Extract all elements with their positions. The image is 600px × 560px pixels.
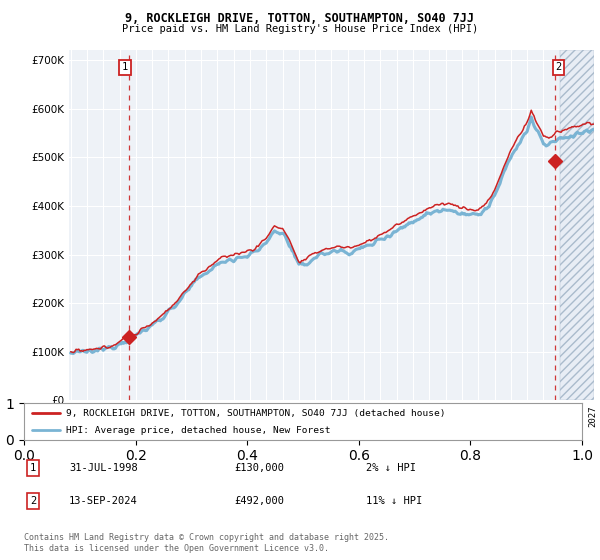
Text: £130,000: £130,000 [234,463,284,473]
Text: 2: 2 [30,496,36,506]
Text: 9, ROCKLEIGH DRIVE, TOTTON, SOUTHAMPTON, SO40 7JJ (detached house): 9, ROCKLEIGH DRIVE, TOTTON, SOUTHAMPTON,… [66,409,445,418]
Text: 13-SEP-2024: 13-SEP-2024 [69,496,138,506]
Text: 11% ↓ HPI: 11% ↓ HPI [366,496,422,506]
Text: Price paid vs. HM Land Registry's House Price Index (HPI): Price paid vs. HM Land Registry's House … [122,24,478,34]
Text: 1: 1 [122,62,128,72]
Text: £492,000: £492,000 [234,496,284,506]
Bar [560,50,594,400]
Text: Contains HM Land Registry data © Crown copyright and database right 2025.
This d: Contains HM Land Registry data © Crown c… [24,533,389,553]
Text: 2% ↓ HPI: 2% ↓ HPI [366,463,416,473]
Text: 1: 1 [30,463,36,473]
Text: 2: 2 [555,62,562,72]
Text: HPI: Average price, detached house, New Forest: HPI: Average price, detached house, New … [66,426,331,435]
Text: 9, ROCKLEIGH DRIVE, TOTTON, SOUTHAMPTON, SO40 7JJ: 9, ROCKLEIGH DRIVE, TOTTON, SOUTHAMPTON,… [125,12,475,25]
Text: 31-JUL-1998: 31-JUL-1998 [69,463,138,473]
